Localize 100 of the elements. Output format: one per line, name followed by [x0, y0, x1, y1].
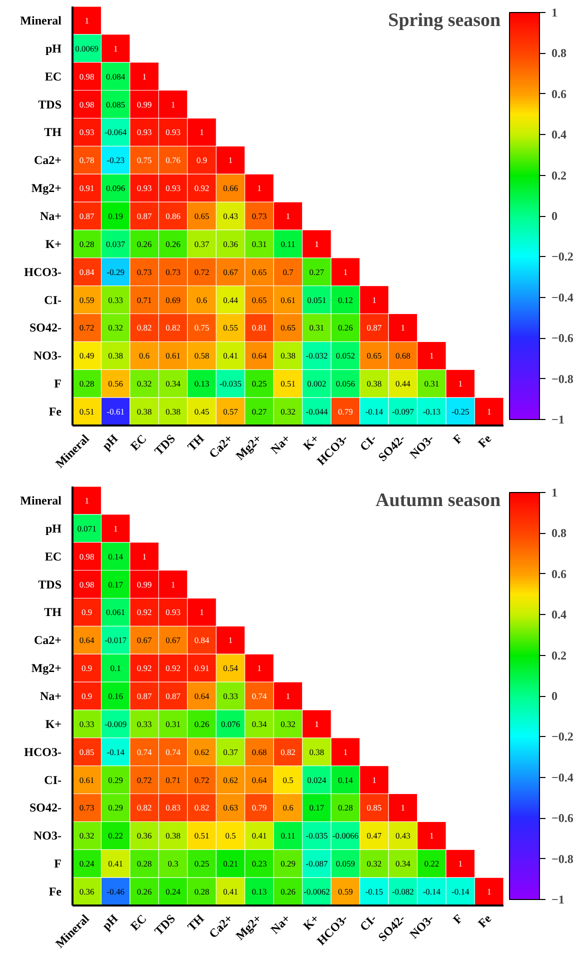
color-bar-label: −0.6	[552, 331, 574, 346]
data-label: 0.84	[79, 266, 96, 277]
data-label: 0.22	[108, 830, 124, 841]
data-label: -0.14	[106, 746, 126, 757]
data-label: 0.99	[136, 99, 152, 110]
chart-title: Spring season	[388, 10, 502, 31]
data-label: 0.32	[108, 322, 124, 333]
x-tick-label: EC	[128, 432, 150, 454]
color-bar-label: 0.6	[552, 86, 566, 101]
data-label: 0.81	[252, 322, 267, 333]
data-label: 0.29	[108, 802, 124, 813]
data-label: -0.064	[104, 127, 128, 138]
data-label: 0.67	[223, 266, 238, 277]
data-label: 0.061	[106, 607, 126, 618]
y-tick-label: TH	[44, 125, 62, 140]
color-bar-label: −0.6	[552, 811, 574, 826]
color-bar-label: −0.2	[552, 250, 574, 264]
color-bar-label: 0.6	[552, 566, 566, 581]
y-tick-label: Na+	[40, 209, 62, 223]
data-label: 0.73	[252, 211, 267, 221]
data-label: 1	[170, 99, 176, 110]
data-label: 1	[430, 830, 434, 841]
data-label: 0.076	[220, 718, 240, 729]
data-label: 0.26	[166, 238, 181, 249]
data-label: 0.32	[366, 858, 382, 869]
data-label: 0.37	[223, 746, 238, 757]
data-label: 0.37	[194, 238, 210, 249]
data-label: 0.33	[108, 294, 124, 305]
color-bar-label: −1	[552, 412, 564, 426]
data-label: 0.12	[338, 294, 353, 305]
y-tick-label: Ca2+	[34, 633, 62, 648]
chart-title: Autumn season	[376, 490, 502, 511]
data-label: 0.92	[194, 183, 210, 194]
data-label: -0.14	[365, 406, 384, 417]
data-label: 0.79	[338, 406, 353, 417]
data-label: 0.31	[424, 378, 440, 389]
data-label: 1	[314, 718, 319, 729]
y-tick-label: NO3-	[34, 348, 62, 363]
y-tick-label: pH	[45, 41, 62, 56]
data-label: 0.33	[79, 718, 94, 729]
data-label: 0.51	[194, 830, 210, 841]
data-label: 0.6	[282, 802, 294, 813]
data-label: 0.45	[194, 406, 210, 417]
data-label: 0.93	[166, 183, 181, 194]
data-label: 0.084	[106, 71, 126, 82]
color-bar-label: 1	[552, 486, 558, 500]
data-label: -0.035	[220, 378, 242, 389]
data-label: 0.61	[280, 294, 296, 305]
x-tick-label: TDS	[152, 431, 178, 458]
data-label: 0.38	[309, 746, 324, 757]
data-label: 0.41	[108, 858, 124, 869]
data-label: 0.93	[136, 183, 152, 194]
data-label: 0.071	[77, 523, 96, 534]
data-label: 0.73	[136, 266, 152, 277]
y-tick-label: Ca2+	[34, 153, 62, 168]
data-label: 0.34	[166, 378, 182, 389]
color-bar-label: 0	[552, 689, 558, 703]
data-label: 0.5	[225, 830, 236, 841]
data-label: 0.024	[307, 774, 328, 785]
color-bar-label: 0.8	[552, 46, 566, 60]
data-label: 1	[286, 211, 290, 221]
x-tick-label: TDS	[152, 911, 178, 938]
data-label: -0.29	[106, 266, 124, 277]
data-label: -0.009	[104, 718, 127, 729]
x-tick-label: F	[450, 912, 466, 927]
data-label: -0.035	[306, 830, 328, 841]
data-label: 0.34	[395, 858, 412, 869]
data-label: 0.9	[82, 691, 92, 701]
data-label: 0.26	[338, 322, 353, 333]
y-tick-label: K+	[45, 716, 62, 731]
data-label: 0.63	[223, 802, 238, 813]
data-label: 0.61	[166, 350, 181, 361]
data-label: 0.14	[108, 551, 124, 562]
data-label: 0.19	[108, 211, 124, 221]
data-label: 1	[257, 183, 262, 194]
y-tick-label: EC	[44, 69, 62, 84]
y-tick-label: F	[54, 376, 62, 391]
x-tick-label: CI-	[356, 432, 380, 454]
x-tick-label: Na+	[268, 911, 294, 937]
data-label: 0.87	[136, 691, 152, 701]
data-label: 0.24	[166, 886, 182, 897]
color-bar-label: −0.4	[552, 770, 574, 784]
color-bar-label: −1	[552, 892, 564, 906]
data-label: 0.98	[79, 71, 94, 82]
data-label: 0.54	[223, 663, 239, 674]
color-bar-label: −0.8	[552, 852, 574, 866]
data-label: 0.58	[194, 350, 210, 361]
data-label: -0.087	[306, 858, 328, 869]
color-bar-label: 0.4	[552, 608, 566, 622]
data-label: 1	[430, 350, 434, 361]
data-label: 0.85	[366, 802, 382, 813]
data-label: 1	[343, 266, 348, 277]
data-label: 0.98	[79, 99, 94, 110]
data-label: -0.46	[106, 886, 124, 897]
data-label: 0.41	[252, 830, 267, 841]
data-label: 0.69	[166, 294, 181, 305]
x-tick-label: Fe	[475, 431, 495, 450]
color-bar-label: −0.2	[552, 730, 574, 744]
color-bar-label: 0	[552, 209, 558, 223]
data-label: 0.67	[136, 635, 152, 646]
